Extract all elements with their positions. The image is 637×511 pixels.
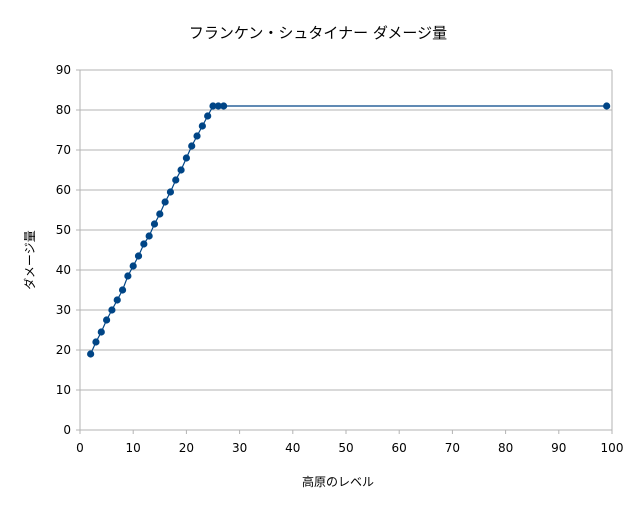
x-axis-label: 高原のレベル — [302, 474, 374, 489]
data-point — [87, 350, 95, 358]
data-point — [103, 316, 111, 324]
y-tick-label: 80 — [56, 103, 71, 117]
data-point — [220, 102, 228, 110]
data-point — [129, 262, 137, 270]
data-point — [124, 272, 132, 280]
data-point — [182, 154, 190, 162]
data-point — [172, 176, 180, 184]
y-tick-label: 40 — [56, 263, 71, 277]
data-point — [97, 328, 105, 336]
y-tick-label: 90 — [56, 63, 71, 77]
y-tick-label: 10 — [56, 383, 71, 397]
data-point — [204, 112, 212, 120]
y-tick-label: 50 — [56, 223, 71, 237]
x-tick-label: 80 — [498, 441, 513, 455]
data-point — [193, 132, 201, 140]
data-point — [113, 296, 121, 304]
data-point — [198, 122, 206, 130]
data-point — [92, 338, 100, 346]
data-point — [118, 286, 127, 294]
data-point — [209, 102, 217, 110]
x-tick-label: 50 — [338, 441, 353, 455]
y-tick-label: 70 — [56, 143, 71, 157]
y-tick-label: 30 — [56, 303, 71, 317]
y-tick-label: 0 — [63, 423, 71, 437]
data-point — [188, 142, 196, 150]
x-tick-label: 100 — [601, 441, 624, 455]
x-tick-label: 20 — [179, 441, 194, 455]
series — [87, 102, 611, 358]
data-point — [156, 210, 164, 218]
y-tick-label: 60 — [56, 183, 71, 197]
chart-title: フランケン・シュタイナー ダメージ量 — [189, 24, 447, 42]
axes: 0 10 20 30 40 50 60 70 80 90 0 10 20 30 40 50 60 70 80 90 10… — [56, 63, 624, 455]
x-tick-label: 90 — [551, 441, 566, 455]
y-axis-label: ダメージ量 — [22, 230, 37, 289]
data-point — [134, 252, 143, 260]
grid — [80, 69, 612, 431]
x-tick-label: 70 — [445, 441, 460, 455]
x-tick-label: 30 — [232, 441, 247, 455]
x-tick-label: 0 — [76, 441, 84, 455]
data-point — [214, 102, 222, 110]
data-point — [603, 102, 611, 110]
x-tick-label: 40 — [285, 441, 300, 455]
data-point — [177, 166, 185, 174]
x-tick-label: 60 — [392, 441, 407, 455]
data-point — [150, 220, 159, 228]
x-tick-label: 10 — [126, 441, 141, 455]
data-point — [166, 188, 175, 196]
y-tick-label: 20 — [56, 343, 71, 357]
data-point — [140, 240, 148, 248]
data-point — [108, 306, 116, 314]
data-point — [145, 232, 153, 240]
data-point — [161, 198, 169, 206]
